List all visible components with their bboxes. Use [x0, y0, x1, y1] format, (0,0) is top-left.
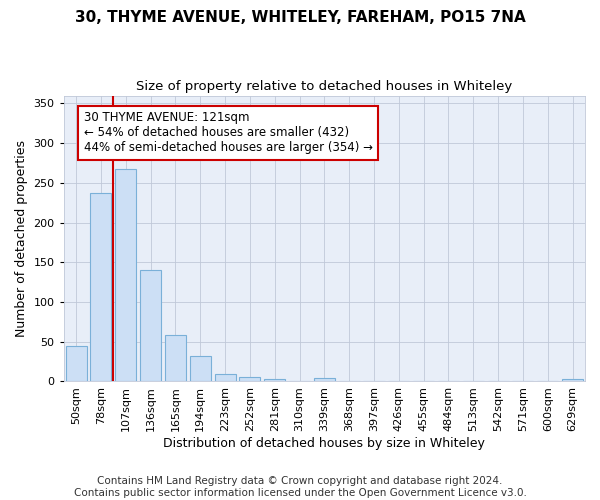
Text: 30, THYME AVENUE, WHITELEY, FAREHAM, PO15 7NA: 30, THYME AVENUE, WHITELEY, FAREHAM, PO1… — [74, 10, 526, 25]
Bar — [165, 334, 186, 382]
Bar — [264, 379, 285, 382]
Bar — [91, 193, 112, 382]
X-axis label: Distribution of detached houses by size in Whiteley: Distribution of detached houses by size … — [163, 437, 485, 450]
Bar — [65, 346, 86, 382]
Text: Contains HM Land Registry data © Crown copyright and database right 2024.
Contai: Contains HM Land Registry data © Crown c… — [74, 476, 526, 498]
Y-axis label: Number of detached properties: Number of detached properties — [15, 140, 28, 337]
Bar — [239, 376, 260, 382]
Bar — [190, 356, 211, 382]
Text: 30 THYME AVENUE: 121sqm
← 54% of detached houses are smaller (432)
44% of semi-d: 30 THYME AVENUE: 121sqm ← 54% of detache… — [83, 112, 373, 154]
Bar — [140, 270, 161, 382]
Bar — [314, 378, 335, 382]
Title: Size of property relative to detached houses in Whiteley: Size of property relative to detached ho… — [136, 80, 512, 93]
Bar — [115, 168, 136, 382]
Bar — [562, 379, 583, 382]
Bar — [215, 374, 236, 382]
